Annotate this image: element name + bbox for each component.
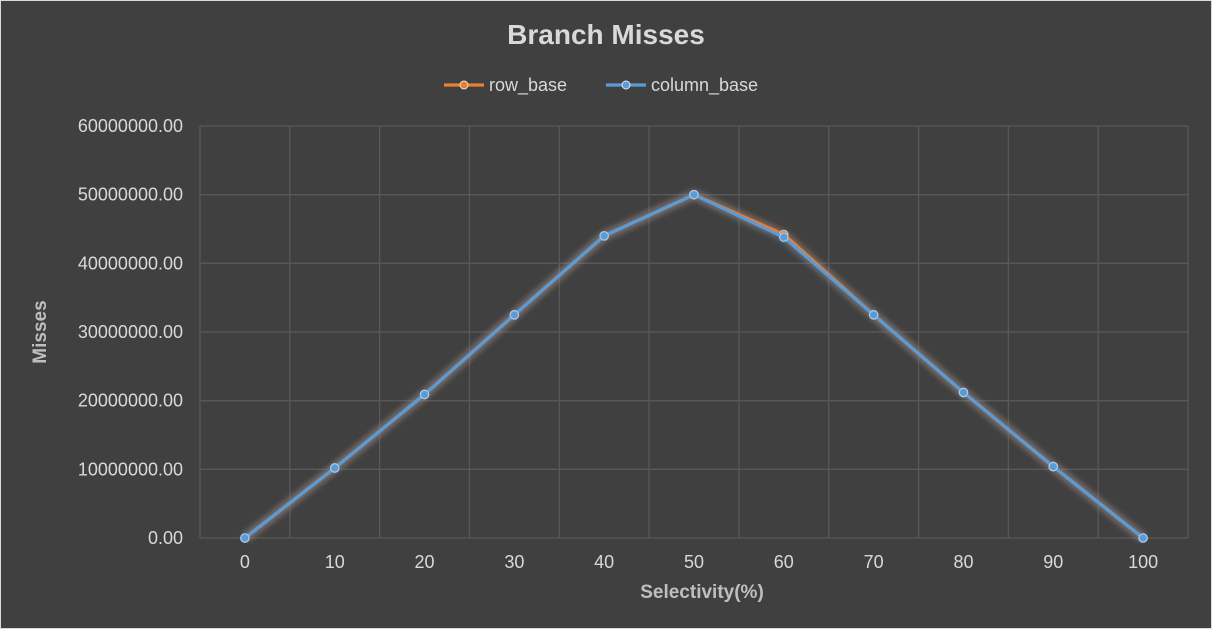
data-point-column_base [779,232,789,243]
x-tick-label: 60 [774,552,794,572]
data-point-column_base [240,533,250,543]
y-tick-label: 10000000.00 [78,459,183,479]
x-tick-label: 50 [684,552,704,572]
x-tick-label: 70 [864,552,884,572]
x-tick-label: 100 [1128,552,1158,572]
y-tick-label: 0.00 [148,528,183,548]
y-tick-label: 40000000.00 [78,253,183,273]
data-point-column_base [958,387,969,398]
chart-title: Branch Misses [507,19,705,50]
x-tick-label: 80 [953,552,973,572]
y-tick-label: 20000000.00 [78,391,183,411]
x-tick-label: 40 [594,552,614,572]
y-tick-label: 30000000.00 [78,322,183,342]
legend-label: row_base [489,75,567,96]
data-point-column_base [419,389,430,400]
y-tick-label: 50000000.00 [78,185,183,205]
x-tick-label: 20 [415,552,435,572]
data-point-column_base [509,310,520,320]
data-point-column_base [329,463,340,473]
gridlines [199,125,1189,539]
legend: row_base column_base [444,75,758,96]
y-axis-ticks: 0.00 10000000.00 20000000.00 30000000.00 400… [78,116,183,548]
y-axis-title: Misses [30,300,51,363]
data-point-column_base [1048,461,1059,472]
x-tick-label: 30 [504,552,524,572]
legend-label: column_base [651,75,758,96]
data-point-column_base [689,189,699,200]
legend-marker [621,80,631,90]
legend-marker [459,80,469,90]
x-axis-title: Selectivity(%) [640,582,764,603]
x-tick-label: 90 [1043,552,1063,572]
x-tick-label: 10 [325,552,345,572]
y-tick-label: 60000000.00 [78,116,183,136]
x-axis-ticks: 0 10 20 30 40 50 60 70 80 90 100 [240,552,1158,572]
x-tick-label: 0 [240,552,250,572]
series-group [240,189,1148,543]
data-point-column_base [599,231,609,241]
data-point-column_base [868,310,879,320]
data-point-column_base [1138,533,1148,543]
